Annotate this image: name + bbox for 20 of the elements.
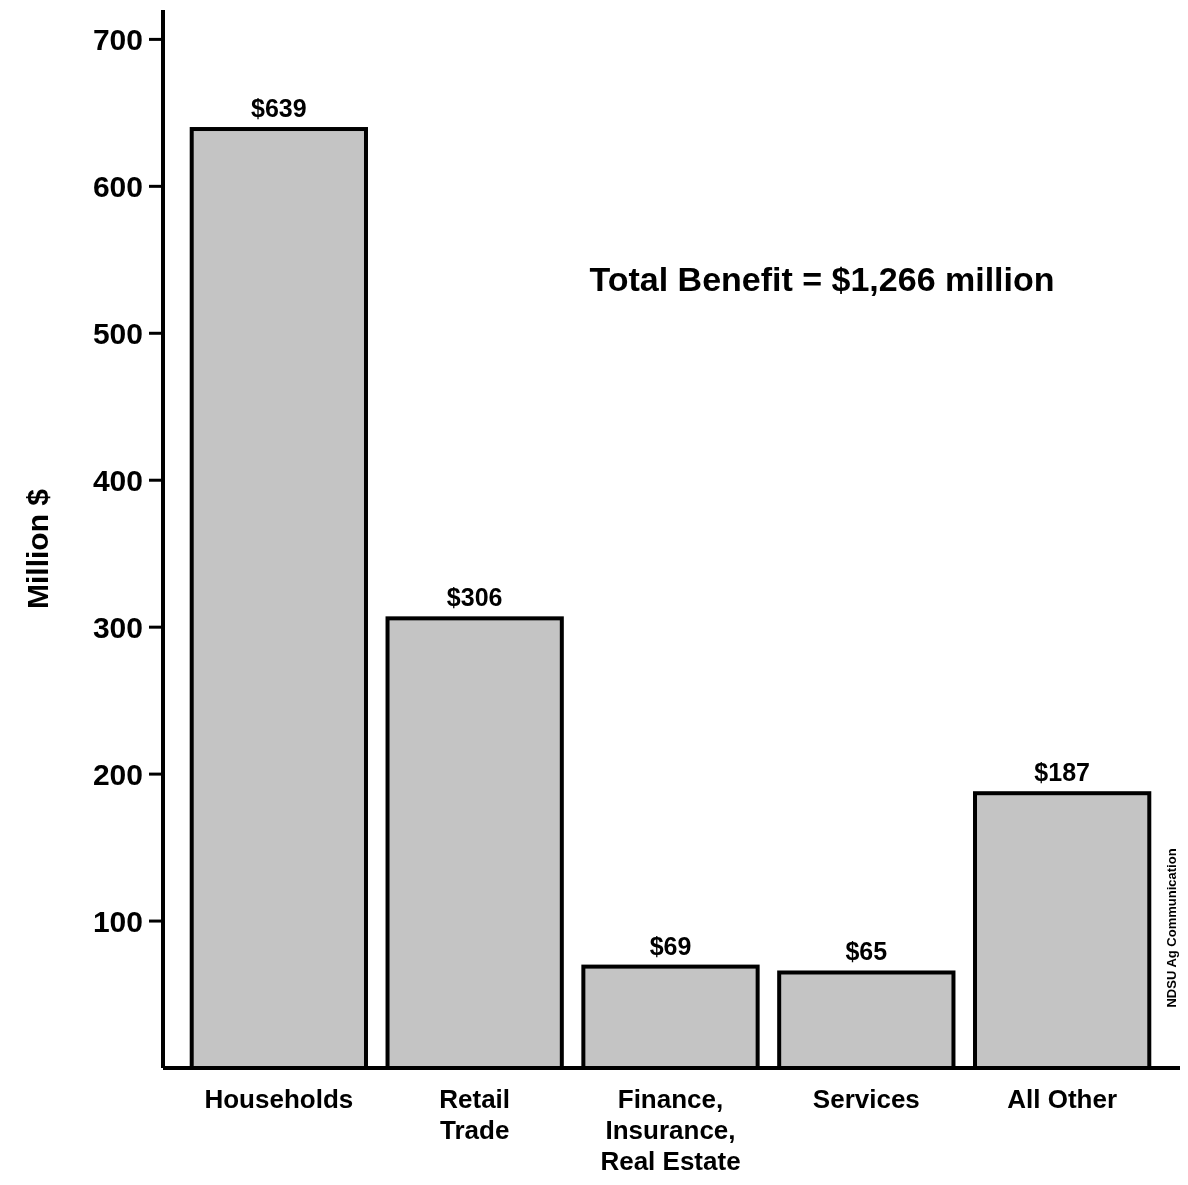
y-tick-label: 100	[92, 904, 143, 938]
data-label: $65	[845, 937, 888, 966]
y-axis-title: Million $	[21, 488, 54, 609]
y-tick-label: 600	[92, 169, 143, 203]
x-tick-label: Retail Trade	[439, 1084, 511, 1145]
data-label: $187	[1034, 758, 1090, 787]
y-tick-label: 200	[92, 757, 143, 791]
y-tick-label: 400	[92, 463, 143, 497]
x-tick-label: Services	[812, 1084, 920, 1114]
data-label: $69	[649, 931, 692, 960]
data-label: $306	[446, 583, 503, 612]
y-tick-label: 500	[92, 316, 143, 350]
x-tick-label: Finance, Insurance, Real Estate	[600, 1084, 741, 1176]
data-label: $639	[251, 94, 307, 123]
y-tick-label: 300	[92, 610, 143, 644]
y-tick-label: 700	[92, 22, 143, 56]
annotation: Total Benefit = $1,266 million	[589, 260, 1055, 298]
annotation: NDSU Ag Communication	[1164, 848, 1179, 1008]
x-tick-label: All Other	[1007, 1084, 1118, 1114]
x-tick-label: Households	[204, 1084, 354, 1114]
